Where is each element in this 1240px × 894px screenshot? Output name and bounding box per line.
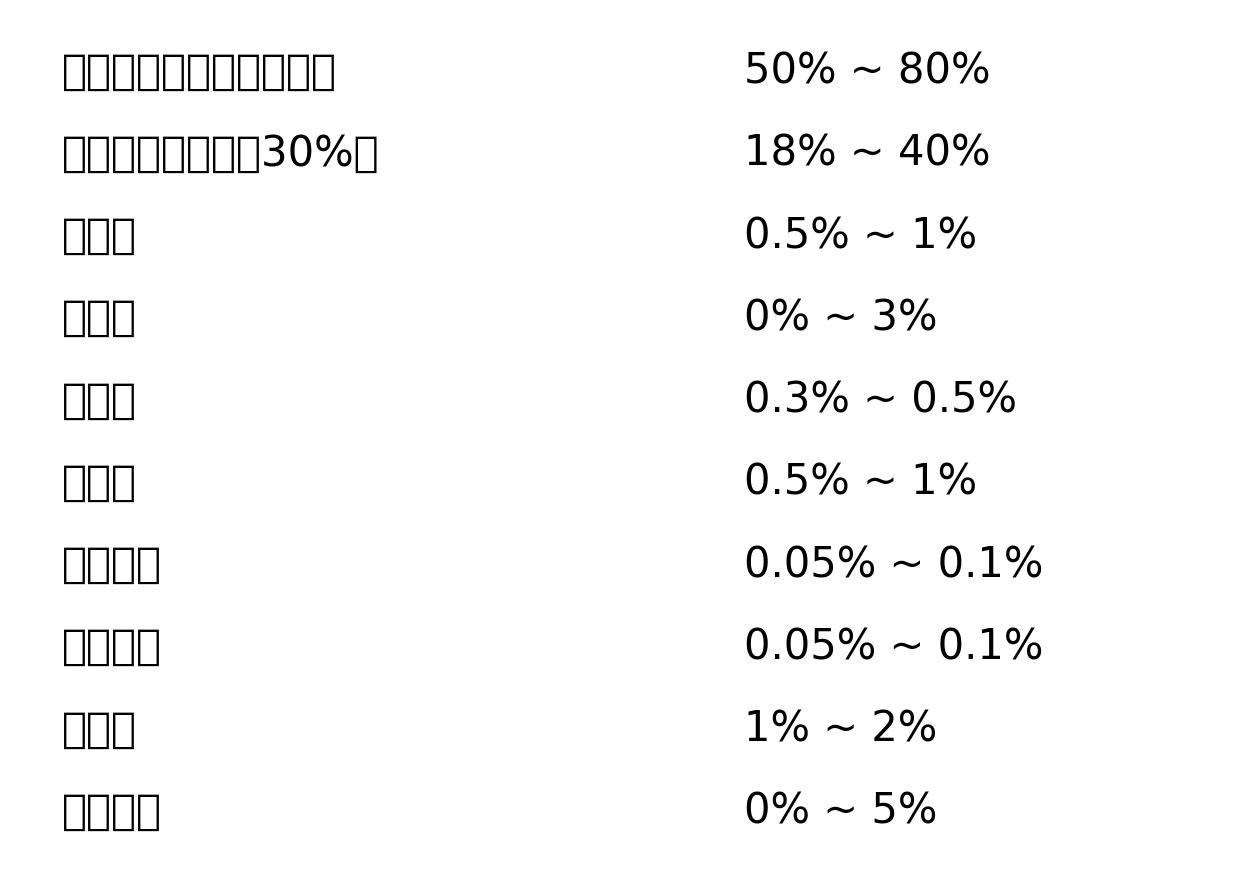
- Text: 1% ~ 2%: 1% ~ 2%: [744, 709, 937, 750]
- Text: 0.5% ~ 1%: 0.5% ~ 1%: [744, 215, 977, 257]
- Text: 防沉剂: 防沉剂: [62, 709, 136, 750]
- Text: 0.5% ~ 1%: 0.5% ~ 1%: [744, 462, 977, 503]
- Text: 流平剂二: 流平剂二: [62, 627, 162, 668]
- Text: 手感蜡: 手感蜡: [62, 380, 136, 421]
- Text: 0.3% ~ 0.5%: 0.3% ~ 0.5%: [744, 380, 1017, 421]
- Text: 改性快干蕋麻油醇酸树脂: 改性快干蕋麻油醇酸树脂: [62, 51, 337, 92]
- Text: 18% ~ 40%: 18% ~ 40%: [744, 133, 991, 174]
- Text: 50% ~ 80%: 50% ~ 80%: [744, 51, 991, 92]
- Text: 0.05% ~ 0.1%: 0.05% ~ 0.1%: [744, 544, 1043, 586]
- Text: 0% ~ 3%: 0% ~ 3%: [744, 298, 937, 339]
- Text: 醒酸丁酯: 醒酸丁酯: [62, 791, 162, 832]
- Text: 流平剂一: 流平剂一: [62, 544, 162, 586]
- Text: 硒酸纤维素溶液（30%）: 硒酸纤维素溶液（30%）: [62, 133, 379, 174]
- Text: 分散剂: 分散剂: [62, 215, 136, 257]
- Text: 0.05% ~ 0.1%: 0.05% ~ 0.1%: [744, 627, 1043, 668]
- Text: 消光粉: 消光粉: [62, 298, 136, 339]
- Text: 0% ~ 5%: 0% ~ 5%: [744, 791, 937, 832]
- Text: 消泡剂: 消泡剂: [62, 462, 136, 503]
